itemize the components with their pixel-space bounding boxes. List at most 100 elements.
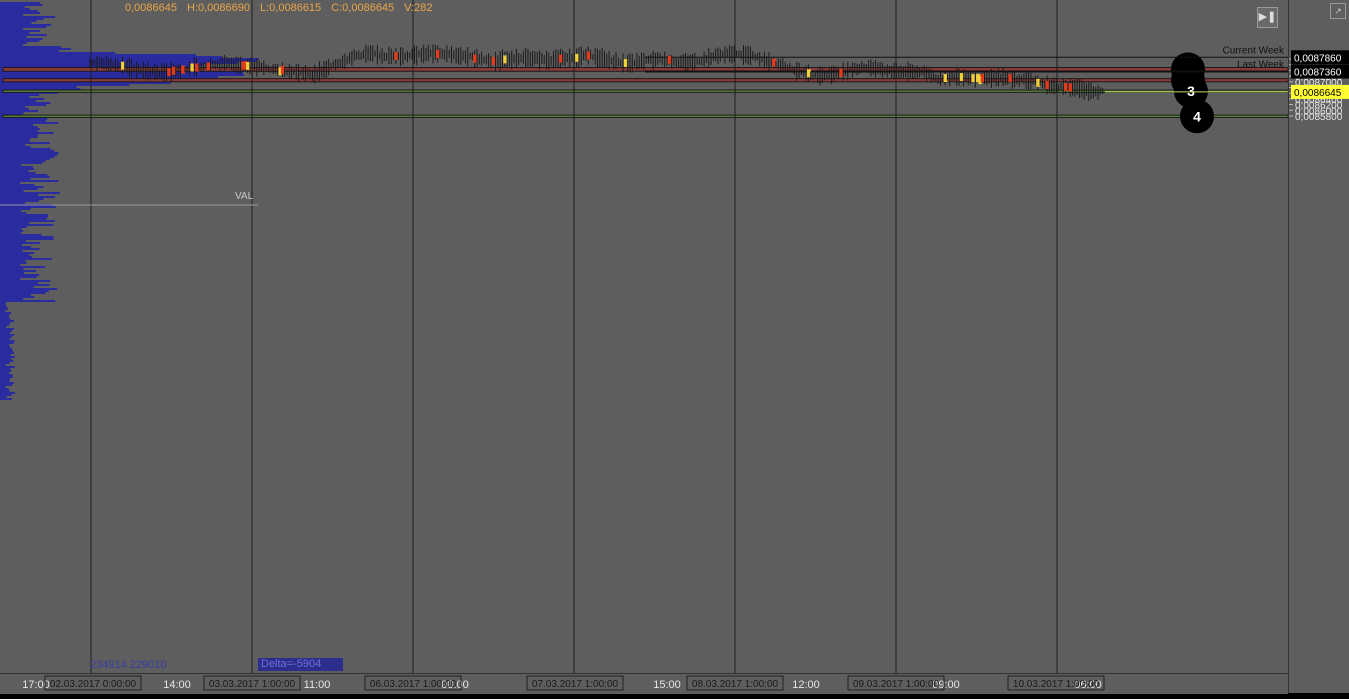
profile-bar bbox=[0, 322, 11, 324]
ohlc-volume: V:282 bbox=[404, 2, 433, 14]
profile-bar bbox=[0, 372, 9, 374]
time-axis[interactable]: 17:00 14:00 11:00 08:00 15:00 12:00 09:00 06:00… bbox=[0, 673, 1288, 694]
profile-bar bbox=[0, 46, 61, 48]
profile-bar bbox=[0, 388, 9, 390]
volume-cluster bbox=[190, 63, 195, 72]
profile-bar bbox=[0, 54, 196, 56]
profile-bar bbox=[0, 158, 50, 160]
profile-bar bbox=[0, 274, 40, 276]
price-tick-label: 0,0085800 bbox=[1295, 112, 1343, 123]
profile-bar bbox=[0, 266, 45, 268]
profile-bar bbox=[0, 260, 26, 262]
profile-bar bbox=[0, 124, 33, 126]
profile-bar bbox=[0, 182, 21, 184]
profile-bar bbox=[0, 382, 14, 384]
profile-bar bbox=[0, 38, 43, 40]
profile-bar bbox=[0, 354, 11, 356]
date-label-box bbox=[364, 675, 462, 691]
volume-cluster bbox=[181, 65, 186, 74]
profile-bar bbox=[0, 268, 24, 270]
profile-bar bbox=[0, 392, 15, 394]
volume-cluster bbox=[558, 54, 563, 63]
profile-bar bbox=[0, 110, 39, 112]
profile-bar bbox=[0, 106, 26, 108]
volume-cluster bbox=[1068, 83, 1073, 92]
profile-bar bbox=[0, 248, 40, 250]
volume-cluster bbox=[491, 57, 496, 66]
profile-bar bbox=[0, 190, 24, 192]
current-price-label: 0,0086645 bbox=[1294, 88, 1342, 99]
profile-bar bbox=[0, 198, 44, 200]
volume-cluster bbox=[243, 61, 248, 70]
profile-bar bbox=[0, 370, 12, 372]
volume-cluster bbox=[959, 73, 964, 82]
profile-bar bbox=[0, 178, 31, 180]
volume-cluster bbox=[473, 54, 478, 63]
profile-bar bbox=[0, 2, 40, 4]
volume-cluster bbox=[503, 55, 508, 64]
zone-4 bbox=[2, 114, 1288, 118]
profile-bar bbox=[0, 160, 46, 162]
profile-bar bbox=[0, 136, 38, 138]
profile-bar bbox=[0, 76, 218, 78]
profile-bar bbox=[0, 142, 50, 144]
price-tick-label: 0,0086400 bbox=[1295, 95, 1343, 106]
profile-bar bbox=[0, 366, 15, 368]
profile-bar bbox=[0, 146, 31, 148]
price-axis[interactable]: 0,00878000,00876000,00874000,00872000,00… bbox=[1288, 0, 1349, 693]
zone-1 bbox=[2, 78, 1288, 83]
profile-bar bbox=[0, 218, 47, 220]
profile-bar bbox=[0, 42, 28, 44]
profile-bar bbox=[0, 10, 38, 12]
volume-cluster bbox=[575, 53, 580, 62]
profile-bar bbox=[0, 30, 40, 32]
ohlc-close: C:0,0086645 bbox=[331, 2, 395, 14]
profile-bar bbox=[0, 120, 46, 122]
profile-bar bbox=[0, 138, 31, 140]
val-label: VAL bbox=[235, 191, 254, 202]
profile-bar bbox=[0, 338, 10, 340]
price-tick-label: 0,0086000 bbox=[1295, 106, 1343, 117]
profile-bar bbox=[0, 186, 44, 188]
profile-bar bbox=[0, 282, 39, 284]
profile-bar bbox=[0, 148, 51, 150]
profile-bar bbox=[0, 12, 41, 14]
current-price-box bbox=[1291, 84, 1349, 99]
profile-bar bbox=[0, 140, 30, 142]
profile-bar bbox=[0, 92, 58, 94]
profile-bar bbox=[0, 122, 59, 124]
profile-bar bbox=[0, 278, 21, 280]
date-label: 02.03.2017 0:00:00 bbox=[50, 679, 137, 690]
profile-bar bbox=[0, 232, 21, 234]
profile-bar bbox=[0, 276, 37, 278]
profile-bar bbox=[0, 368, 11, 370]
time-tick-label: 17:00 bbox=[22, 679, 50, 691]
profile-bar bbox=[0, 262, 27, 264]
profile-bar bbox=[0, 288, 58, 290]
profile-bar bbox=[0, 104, 47, 106]
expand-button[interactable]: ↗ bbox=[1330, 3, 1346, 19]
profile-bar bbox=[0, 166, 33, 168]
profile-bar bbox=[0, 32, 30, 34]
skip-to-end-icon: ▶❚ bbox=[1258, 11, 1277, 23]
profile-bar bbox=[0, 340, 15, 342]
profile-bar bbox=[0, 94, 40, 96]
profile-bar bbox=[0, 226, 27, 228]
profile-bar bbox=[0, 308, 9, 310]
profile-bar bbox=[0, 134, 39, 136]
profile-bar bbox=[0, 238, 54, 240]
profile-bar bbox=[0, 52, 116, 54]
profile-bar bbox=[0, 212, 27, 214]
profile-bar bbox=[0, 14, 24, 16]
skip-to-end-button[interactable]: ▶❚ bbox=[1257, 7, 1278, 28]
profile-bar bbox=[0, 74, 244, 76]
profile-bar bbox=[0, 162, 43, 164]
profile-bar bbox=[0, 126, 38, 128]
volume-cluster bbox=[667, 55, 672, 64]
date-label: 07.03.2017 1:00:00 bbox=[532, 679, 619, 690]
profile-bar bbox=[0, 40, 40, 42]
profile-bar bbox=[0, 168, 35, 170]
profile-bar bbox=[0, 224, 54, 226]
profile-bar bbox=[0, 328, 14, 330]
